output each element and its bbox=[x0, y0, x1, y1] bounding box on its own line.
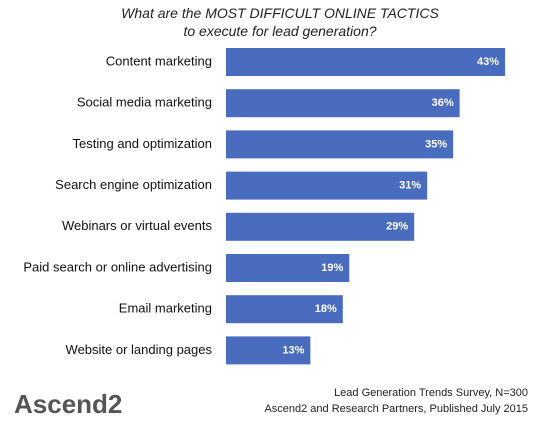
value-label: 43% bbox=[477, 56, 499, 68]
source-line: Lead Generation Trends Survey, N=300 bbox=[334, 387, 528, 399]
category-label: Testing and optimization bbox=[73, 136, 212, 151]
source-line: Ascend2 and Research Partners, Published… bbox=[264, 403, 528, 415]
bar bbox=[226, 212, 415, 241]
category-label: Website or landing pages bbox=[66, 342, 213, 357]
value-label: 36% bbox=[432, 97, 454, 109]
logo: Ascend2 bbox=[14, 389, 122, 419]
bar bbox=[226, 254, 350, 282]
bar bbox=[226, 48, 506, 76]
bar bbox=[226, 130, 454, 159]
value-label: 18% bbox=[315, 303, 337, 315]
value-label: 31% bbox=[399, 180, 421, 192]
value-label: 29% bbox=[386, 221, 408, 233]
bar bbox=[226, 336, 311, 365]
chart-title: What are the MOST DIFFICULT ONLINE TACTI… bbox=[121, 5, 439, 39]
category-label: Webinars or virtual events bbox=[62, 218, 213, 233]
bar bbox=[226, 171, 428, 200]
bar bbox=[226, 295, 343, 324]
value-label: 35% bbox=[425, 138, 447, 150]
value-label: 13% bbox=[282, 344, 304, 356]
value-label: 19% bbox=[321, 262, 343, 274]
category-label: Paid search or online advertising bbox=[23, 259, 212, 274]
category-label: Email marketing bbox=[119, 301, 212, 316]
bar bbox=[226, 89, 460, 118]
category-label: Content marketing bbox=[106, 53, 212, 68]
category-label: Search engine optimization bbox=[55, 177, 212, 192]
category-label: Social media marketing bbox=[77, 95, 212, 110]
